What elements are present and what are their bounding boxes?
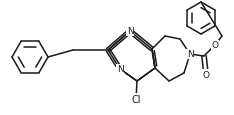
Text: N: N (187, 50, 193, 59)
Text: N: N (127, 27, 133, 36)
Text: O: O (202, 70, 209, 79)
Text: O: O (212, 41, 219, 50)
Text: N: N (117, 65, 123, 74)
Text: Cl: Cl (131, 94, 141, 104)
